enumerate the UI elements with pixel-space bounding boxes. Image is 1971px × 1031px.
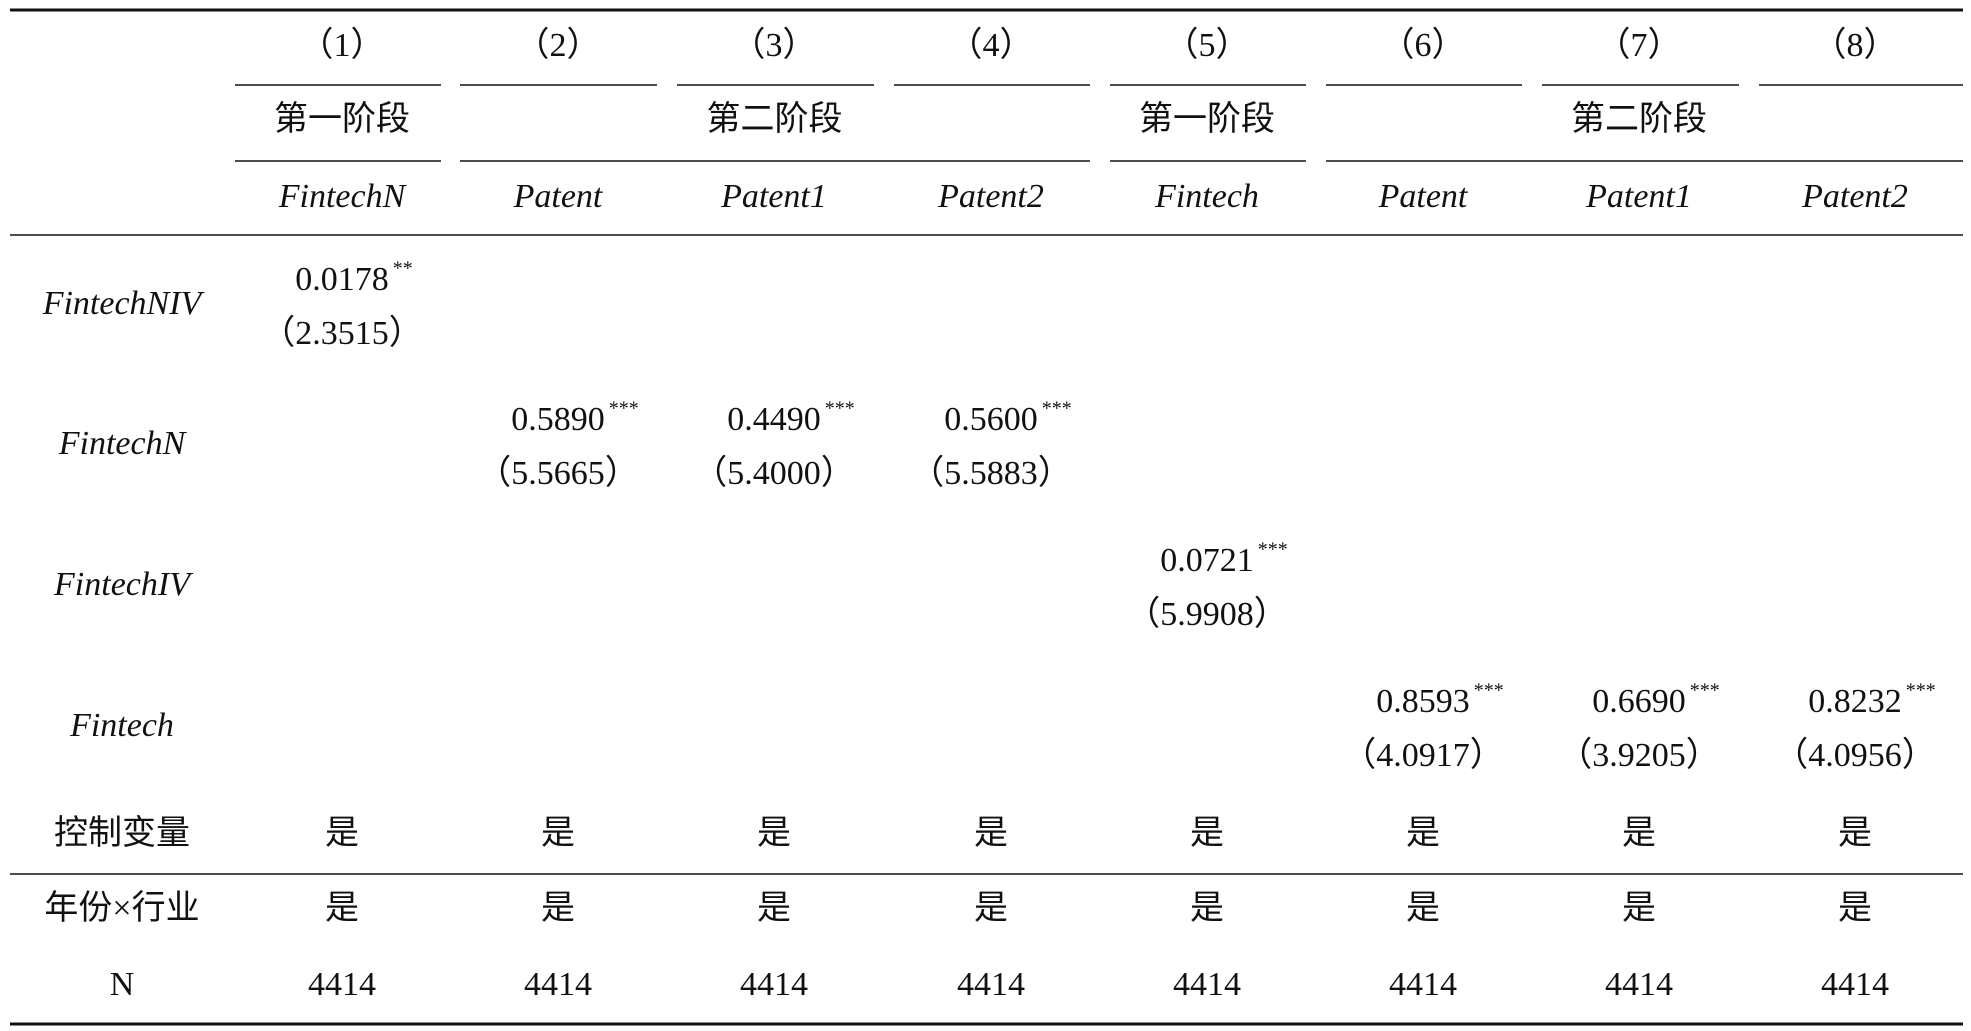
column-number: （7） [1597, 26, 1682, 64]
cell: 是 [1406, 815, 1440, 852]
t-statistic: （4.0917） [1342, 736, 1504, 774]
dependent-variable: Patent [513, 178, 604, 215]
cell: 是 [1622, 815, 1656, 852]
dependent-variable: Patent [1378, 178, 1469, 215]
significance-stars: *** [1042, 398, 1072, 420]
cell: 是 [1406, 890, 1440, 927]
coefficient: 0.8593 [1376, 683, 1470, 720]
dependent-variable: Patent2 [937, 178, 1044, 215]
cell: 4414 [1389, 966, 1457, 1003]
cell: 4414 [1821, 966, 1889, 1003]
coefficient: 0.6690 [1592, 683, 1686, 720]
cell: 是 [1622, 890, 1656, 927]
t-statistic: （3.9205） [1558, 736, 1720, 774]
cell: 是 [974, 890, 1008, 927]
cell: 是 [541, 815, 575, 852]
coefficient: 0.8232 [1808, 683, 1902, 720]
column-number: （3） [732, 26, 817, 64]
stage-label: 第一阶段 [1139, 100, 1275, 138]
significance-stars: *** [1690, 680, 1720, 702]
row-label: N [110, 966, 135, 1003]
cell: 4414 [524, 966, 592, 1003]
t-statistic: （2.3515） [261, 314, 423, 352]
cell: 4414 [957, 966, 1025, 1003]
cell: 是 [541, 890, 575, 927]
dependent-variable: Fintech [1154, 178, 1259, 215]
column-number: （8） [1813, 26, 1898, 64]
t-statistic: （5.5883） [910, 454, 1072, 492]
cell: 是 [325, 815, 359, 852]
stage-label: 第一阶段 [274, 100, 410, 138]
coefficient: 0.5890 [511, 401, 605, 438]
significance-stars: ** [393, 258, 413, 280]
cell: 4414 [740, 966, 808, 1003]
dependent-variable: Patent1 [1585, 178, 1692, 215]
dependent-variable: Patent1 [720, 178, 827, 215]
cell: 是 [325, 890, 359, 927]
t-statistic: （5.5665） [477, 454, 639, 492]
cell: 是 [1838, 815, 1872, 852]
dependent-variable: Patent2 [1801, 178, 1908, 215]
row-label: FintechIV [53, 566, 194, 603]
cell: 是 [974, 815, 1008, 852]
cell: 是 [1190, 815, 1224, 852]
significance-stars: *** [825, 398, 855, 420]
coefficient: 0.5600 [944, 401, 1038, 438]
row-label: 年份×行业 [44, 889, 199, 927]
cell: 是 [1190, 890, 1224, 927]
t-statistic: （5.9908） [1126, 595, 1288, 633]
cell: 4414 [1173, 966, 1241, 1003]
column-number: （1） [300, 26, 385, 64]
significance-stars: *** [1474, 680, 1504, 702]
row-label: Fintech [69, 707, 174, 744]
significance-stars: *** [1906, 680, 1936, 702]
cell: 4414 [1605, 966, 1673, 1003]
cell: 是 [1838, 890, 1872, 927]
column-number: （5） [1165, 26, 1250, 64]
coefficient: 0.0721 [1160, 542, 1254, 579]
column-number: （2） [516, 26, 601, 64]
dependent-variable: FintechN [278, 178, 408, 215]
coefficient: 0.4490 [727, 401, 821, 438]
column-number: （6） [1381, 26, 1466, 64]
row-label: FintechN [58, 425, 188, 462]
stage-label: 第二阶段 [1571, 100, 1707, 138]
t-statistic: （4.0956） [1774, 736, 1936, 774]
row-label: 控制变量 [54, 814, 190, 852]
t-statistic: （5.4000） [693, 454, 855, 492]
coefficient: 0.0178 [295, 261, 389, 298]
cell: 是 [757, 815, 791, 852]
stage-label: 第二阶段 [707, 100, 843, 138]
cell: 是 [757, 890, 791, 927]
row-label: FintechNIV [42, 285, 206, 322]
cell: 4414 [308, 966, 376, 1003]
significance-stars: *** [1258, 539, 1288, 561]
significance-stars: *** [609, 398, 639, 420]
column-number: （4） [949, 26, 1034, 64]
